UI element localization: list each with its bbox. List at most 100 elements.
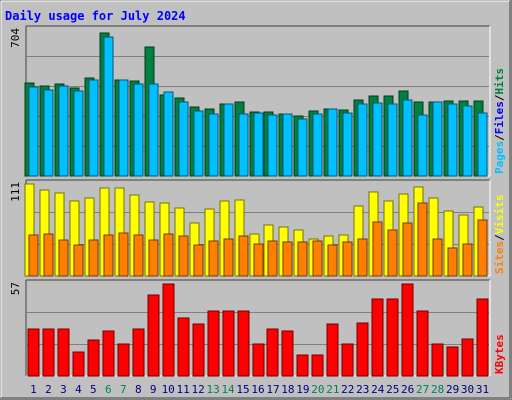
bar-files-day-22 bbox=[342, 112, 353, 177]
bar-files-day-6 bbox=[103, 36, 114, 177]
bar-files-day-12 bbox=[193, 110, 204, 177]
legend-item: / bbox=[493, 134, 506, 141]
x-tick-label: 24 bbox=[371, 383, 385, 396]
bar-sites-day-18 bbox=[282, 241, 293, 277]
max-label-top: 704 bbox=[9, 28, 22, 48]
bar-kbytes-day-3 bbox=[57, 328, 70, 377]
bar-kbytes-day-27 bbox=[416, 310, 429, 377]
bar-sites-day-1 bbox=[28, 234, 39, 277]
bar-sites-day-22 bbox=[342, 241, 353, 277]
legend-item: KBytes bbox=[493, 334, 506, 374]
bar-kbytes-day-8 bbox=[132, 328, 145, 377]
bar-sites-day-2 bbox=[43, 233, 54, 277]
bar-kbytes-day-4 bbox=[72, 351, 85, 377]
bar-kbytes-day-14 bbox=[222, 310, 235, 377]
bar-sites-day-3 bbox=[58, 239, 69, 277]
x-tick-label: 8 bbox=[135, 383, 142, 396]
bar-files-day-25 bbox=[387, 103, 398, 177]
x-tick-label: 22 bbox=[341, 383, 354, 396]
bar-sites-day-23 bbox=[357, 238, 368, 277]
bar-files-day-17 bbox=[267, 114, 278, 177]
bar-files-day-2 bbox=[43, 89, 54, 177]
x-tick-label: 20 bbox=[311, 383, 324, 396]
bar-kbytes-day-22 bbox=[341, 343, 354, 377]
x-tick-label: 10 bbox=[162, 383, 175, 396]
legend-middle: Sites/Visits bbox=[493, 195, 506, 275]
bar-files-day-26 bbox=[402, 99, 413, 177]
bar-files-day-30 bbox=[462, 105, 473, 177]
x-tick-label: 23 bbox=[356, 383, 369, 396]
bar-sites-day-8 bbox=[133, 234, 144, 277]
bar-kbytes-day-13 bbox=[207, 310, 220, 377]
bar-files-day-16 bbox=[253, 112, 264, 177]
bar-files-day-27 bbox=[417, 114, 428, 177]
x-tick-label: 26 bbox=[401, 383, 414, 396]
bar-kbytes-day-23 bbox=[356, 322, 369, 377]
x-tick-label: 18 bbox=[281, 383, 294, 396]
bar-kbytes-day-16 bbox=[252, 343, 265, 377]
bar-kbytes-day-19 bbox=[296, 354, 309, 377]
x-tick-label: 31 bbox=[476, 383, 489, 396]
max-label-middle: 111 bbox=[9, 182, 22, 202]
bar-sites-day-11 bbox=[178, 235, 189, 277]
bar-kbytes-day-26 bbox=[401, 283, 414, 377]
bar-kbytes-day-18 bbox=[281, 330, 294, 377]
bar-sites-day-17 bbox=[267, 240, 278, 277]
bar-files-day-23 bbox=[357, 103, 368, 177]
bar-sites-day-26 bbox=[402, 222, 413, 277]
x-tick-label: 6 bbox=[105, 383, 112, 396]
bar-files-day-21 bbox=[327, 108, 338, 177]
legend-item: / bbox=[493, 94, 506, 101]
legend-item: Pages bbox=[493, 141, 506, 174]
bar-files-day-5 bbox=[88, 79, 99, 177]
bar-sites-day-15 bbox=[238, 235, 249, 277]
bar-files-day-13 bbox=[208, 113, 219, 177]
bar-files-day-10 bbox=[163, 91, 174, 177]
bar-files-day-15 bbox=[238, 113, 249, 177]
bar-files-day-8 bbox=[133, 83, 144, 177]
bar-sites-day-4 bbox=[73, 244, 84, 277]
bar-sites-day-19 bbox=[297, 241, 308, 277]
bar-sites-day-16 bbox=[253, 243, 264, 277]
bar-sites-day-31 bbox=[477, 219, 488, 277]
bar-kbytes-day-2 bbox=[42, 328, 55, 377]
bar-sites-day-21 bbox=[327, 244, 338, 277]
x-axis-labels: 1 2 3 4 5 6 7 8 9 10 11 12 13 14 15 16 17 18 19 20 21 22 23 24 2… bbox=[30, 383, 489, 396]
panel-bottom: 57 KBytes bbox=[9, 279, 506, 377]
x-tick-label: 14 bbox=[221, 383, 235, 396]
bar-kbytes-day-6 bbox=[102, 330, 115, 377]
bar-sites-day-25 bbox=[387, 229, 398, 277]
legend-top: Pages/Files/Hits bbox=[493, 68, 506, 174]
x-tick-label: 15 bbox=[236, 383, 249, 396]
bar-kbytes-day-10 bbox=[162, 283, 175, 377]
max-label-bottom: 57 bbox=[9, 282, 22, 295]
bar-sites-day-27 bbox=[417, 202, 428, 277]
bar-kbytes-day-20 bbox=[311, 354, 324, 377]
bar-files-day-28 bbox=[432, 101, 443, 177]
bar-sites-day-13 bbox=[208, 240, 219, 277]
bar-files-day-1 bbox=[28, 86, 39, 177]
bar-kbytes-day-31 bbox=[476, 298, 489, 377]
bar-sites-day-9 bbox=[148, 239, 159, 277]
bar-files-day-9 bbox=[148, 83, 159, 177]
bar-kbytes-day-25 bbox=[386, 298, 399, 377]
bar-sites-day-24 bbox=[372, 221, 383, 277]
x-tick-label: 25 bbox=[386, 383, 399, 396]
bar-sites-day-10 bbox=[163, 233, 174, 277]
x-tick-label: 5 bbox=[90, 383, 97, 396]
bar-files-day-20 bbox=[312, 113, 323, 177]
bar-files-day-14 bbox=[223, 103, 234, 177]
x-tick-label: 4 bbox=[75, 383, 82, 396]
legend-bottom: KBytes bbox=[493, 334, 506, 374]
bar-kbytes-day-5 bbox=[87, 339, 100, 377]
bar-kbytes-day-9 bbox=[147, 294, 160, 377]
x-tick-label: 2 bbox=[45, 383, 52, 396]
x-tick-label: 21 bbox=[326, 383, 339, 396]
x-tick-label: 12 bbox=[192, 383, 205, 396]
bar-kbytes-day-29 bbox=[446, 346, 459, 377]
bar-kbytes-day-24 bbox=[371, 298, 384, 377]
chart-title: Daily usage for July 2024 bbox=[5, 9, 186, 23]
bar-sites-day-7 bbox=[118, 232, 129, 277]
bar-kbytes-day-30 bbox=[461, 338, 474, 377]
x-tick-label: 16 bbox=[251, 383, 264, 396]
